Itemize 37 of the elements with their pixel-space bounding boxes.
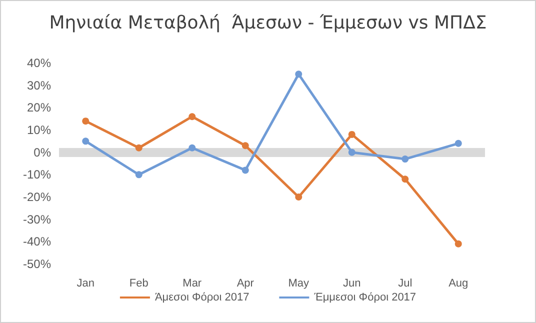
x-tick-label: Jan (76, 278, 94, 290)
point (295, 70, 302, 78)
point (348, 130, 356, 138)
point (188, 113, 196, 120)
y-tick-label: 0% (34, 145, 52, 160)
x-tick-label: Jul (398, 278, 412, 290)
point (135, 144, 142, 152)
y-tick-label: 40% (26, 56, 52, 70)
y-tick-label: -40% (22, 234, 52, 249)
point (82, 118, 90, 125)
x-tick-label: May (288, 278, 310, 290)
point (295, 194, 302, 200)
x-tick-label: Apr (236, 278, 254, 290)
legend-label: Έμμεσοι Φόροι 2017 (313, 292, 416, 304)
y-tick-label: -30% (22, 212, 52, 226)
point (242, 166, 249, 174)
legend-label: Άμεσοι Φόροι 2017 (154, 292, 250, 304)
y-tick-label: 30% (26, 78, 52, 92)
point (242, 142, 249, 150)
point (454, 140, 462, 147)
y-tick-label: 10% (26, 123, 52, 137)
point (402, 176, 409, 183)
y-tick-label: -10% (22, 168, 52, 182)
point (402, 156, 409, 163)
chart-title: Μηνιαία Μεταβολή Άμεσων - Έμμεσων vs ΜΠΔΣ (49, 12, 487, 34)
point (135, 171, 142, 178)
y-tick-label: 20% (26, 100, 52, 115)
x-tick-label: Mar (182, 278, 202, 290)
point (82, 138, 90, 145)
point (188, 144, 196, 152)
y-tick-label: -50% (22, 257, 52, 271)
point (348, 148, 356, 156)
x-tick-label: Feb (129, 278, 148, 290)
x-tick-label: Jun (343, 278, 361, 290)
y-tick-label: -20% (22, 190, 52, 204)
x-tick-label: Aug (448, 278, 468, 290)
point (454, 240, 462, 248)
